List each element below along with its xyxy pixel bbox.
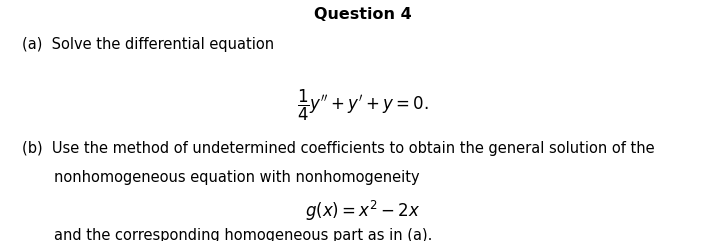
Text: (a)  Solve the differential equation: (a) Solve the differential equation: [22, 37, 274, 52]
Text: $\dfrac{1}{4}y'' + y' + y = 0.$: $\dfrac{1}{4}y'' + y' + y = 0.$: [297, 88, 429, 123]
Text: Question 4: Question 4: [314, 7, 412, 22]
Text: (b)  Use the method of undetermined coefficients to obtain the general solution : (b) Use the method of undetermined coeff…: [22, 141, 654, 156]
Text: nonhomogeneous equation with nonhomogeneity: nonhomogeneous equation with nonhomogene…: [54, 170, 420, 185]
Text: $g(x) = x^2 - 2x$: $g(x) = x^2 - 2x$: [306, 199, 420, 223]
Text: and the corresponding homogeneous part as in (a).: and the corresponding homogeneous part a…: [54, 228, 433, 241]
